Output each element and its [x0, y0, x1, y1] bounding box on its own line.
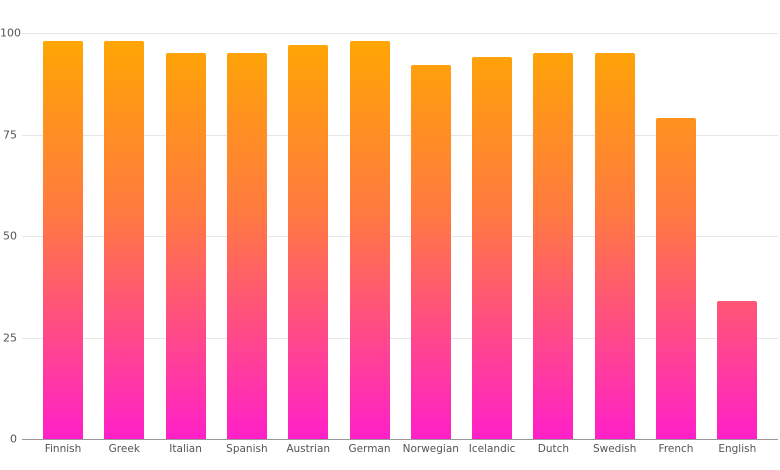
gridline [22, 236, 778, 237]
x-label: Norwegian [402, 443, 459, 455]
x-label: Icelandic [468, 443, 516, 455]
x-label: Spanish [226, 443, 268, 455]
bar-spanish [226, 53, 267, 439]
bar-finnish [43, 41, 83, 439]
x-label: Swedish [592, 443, 637, 455]
bar-dutch [533, 53, 574, 439]
gridline [22, 337, 778, 339]
gridline [22, 134, 778, 136]
bar-icelandic [472, 57, 513, 439]
x-label: Dutch [537, 443, 570, 455]
bar-norwegian [410, 65, 451, 439]
bar-italian [165, 53, 206, 439]
y-tick: 75 [3, 128, 17, 141]
x-label: Austrian [286, 443, 331, 455]
y-tick: 0 [10, 432, 17, 446]
x-label: German [348, 443, 391, 455]
x-label: Greek [108, 443, 140, 455]
y-tick: 100 [0, 26, 21, 40]
bar-german [349, 41, 390, 439]
x-label: Italian [169, 443, 202, 455]
y-tick: 50 [3, 229, 17, 243]
y-tick: 25 [3, 331, 17, 344]
gridline [22, 33, 778, 34]
bar-austrian [288, 45, 329, 439]
x-axis-line [22, 439, 778, 440]
x-label: English [718, 443, 757, 455]
bar-swedish [594, 53, 635, 439]
bar-english [717, 300, 758, 439]
bar-french [656, 118, 696, 439]
bar-greek [104, 41, 145, 439]
x-label: Finnish [44, 443, 82, 455]
x-label: French [658, 443, 694, 455]
